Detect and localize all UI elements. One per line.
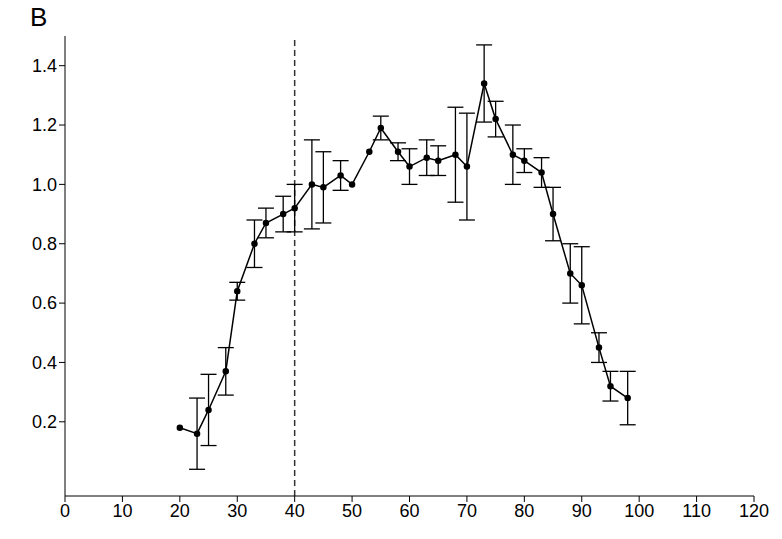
svg-text:100: 100 [624,501,654,521]
svg-text:0: 0 [60,501,70,521]
svg-text:1.4: 1.4 [32,56,57,76]
svg-text:30: 30 [227,501,247,521]
html-text:B: B [30,2,48,32]
svg-text:10: 10 [112,501,132,521]
svg-text:70: 70 [457,501,477,521]
svg-text:90: 90 [572,501,592,521]
svg-text:0.6: 0.6 [32,293,57,313]
svg-text:0.2: 0.2 [32,412,57,432]
svg-text:1.0: 1.0 [32,175,57,195]
svg-text:1.2: 1.2 [32,115,57,135]
svg-text:0.8: 0.8 [32,234,57,254]
svg-text:0.4: 0.4 [32,353,57,373]
svg-text:110: 110 [682,501,711,521]
svg-text:120: 120 [739,501,769,521]
svg-text:60: 60 [399,501,419,521]
svg-text:80: 80 [514,501,534,521]
svg-text:50: 50 [342,501,362,521]
svg-text:40: 40 [285,501,305,521]
svg-text:20: 20 [170,501,190,521]
